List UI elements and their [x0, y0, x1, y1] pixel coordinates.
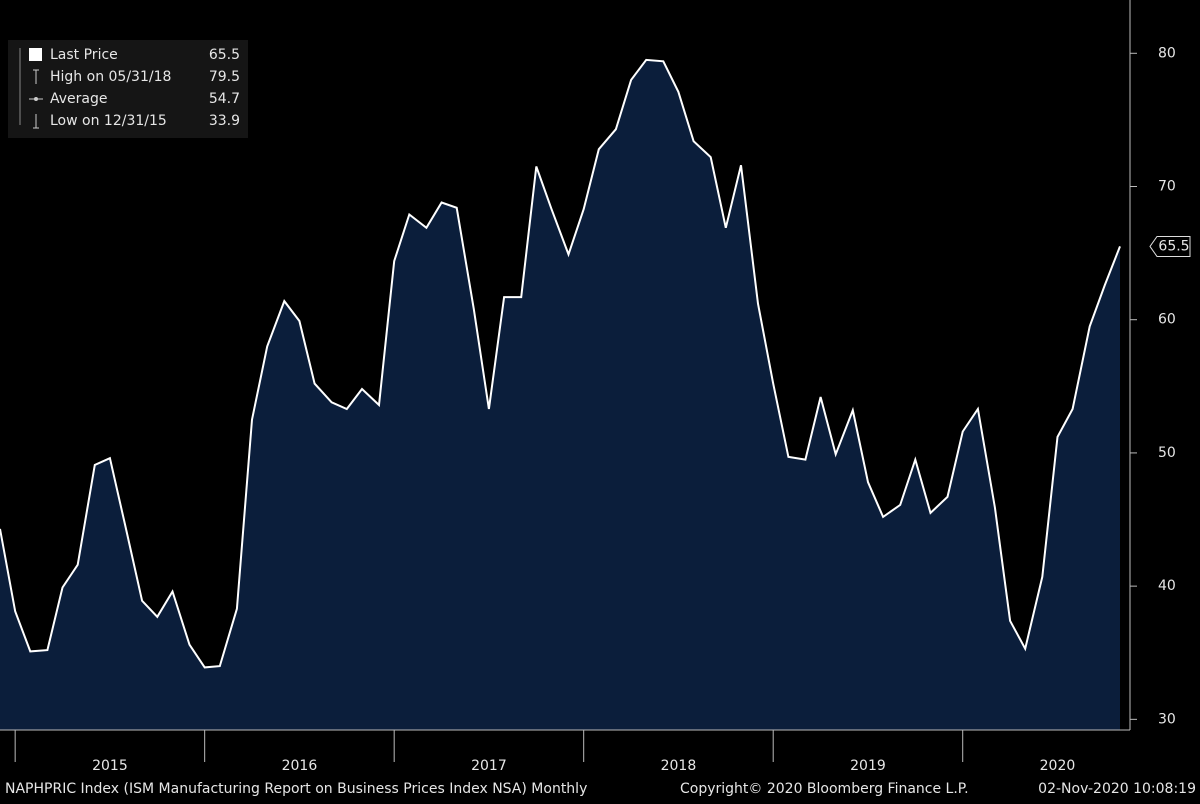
- y-tick-label: 30: [1158, 711, 1176, 727]
- legend-value: 54.7: [209, 91, 240, 107]
- x-tick-label: 2015: [92, 758, 128, 774]
- legend-value: 33.9: [209, 113, 240, 129]
- y-tick-label: 40: [1158, 578, 1176, 594]
- legend-value: 65.5: [209, 47, 240, 63]
- legend-icon: [29, 48, 42, 61]
- x-tick-label: 2020: [1040, 758, 1076, 774]
- legend-icon: [33, 69, 39, 84]
- legend-label: Average: [50, 91, 108, 107]
- y-tick-label: 50: [1158, 445, 1176, 461]
- y-tick-label: 70: [1158, 178, 1176, 194]
- x-tick-label: 2018: [661, 758, 697, 774]
- area-fill: [0, 59, 1120, 730]
- x-tick-label: 2017: [471, 758, 507, 774]
- legend-label: Low on 12/31/15: [50, 113, 167, 129]
- y-tick-label: 60: [1158, 312, 1176, 328]
- legend-icon: [33, 114, 39, 129]
- footer-copyright: Copyright© 2020 Bloomberg Finance L.P.: [680, 781, 969, 797]
- y-tick-label: 80: [1158, 45, 1176, 61]
- legend-box: [8, 40, 248, 138]
- legend-icon-part: [29, 48, 42, 61]
- plot: [0, 58, 1121, 730]
- legend-icon: [29, 97, 43, 101]
- legend-label: High on 05/31/18: [50, 69, 171, 85]
- last-price-tag: 65.5: [1158, 238, 1189, 254]
- price-line: [0, 58, 1121, 669]
- footer-index: NAPHPRIC Index (ISM Manufacturing Report…: [5, 781, 587, 797]
- last-price-tag-bg: [1149, 235, 1191, 257]
- legend-value: 79.5: [209, 69, 240, 85]
- legend-icon-part: [34, 97, 38, 101]
- x-tick-label: 2019: [850, 758, 886, 774]
- x-tick-label: 2016: [282, 758, 318, 774]
- footer-timestamp: 02-Nov-2020 10:08:19: [1038, 781, 1196, 797]
- legend-label: Last Price: [50, 47, 118, 63]
